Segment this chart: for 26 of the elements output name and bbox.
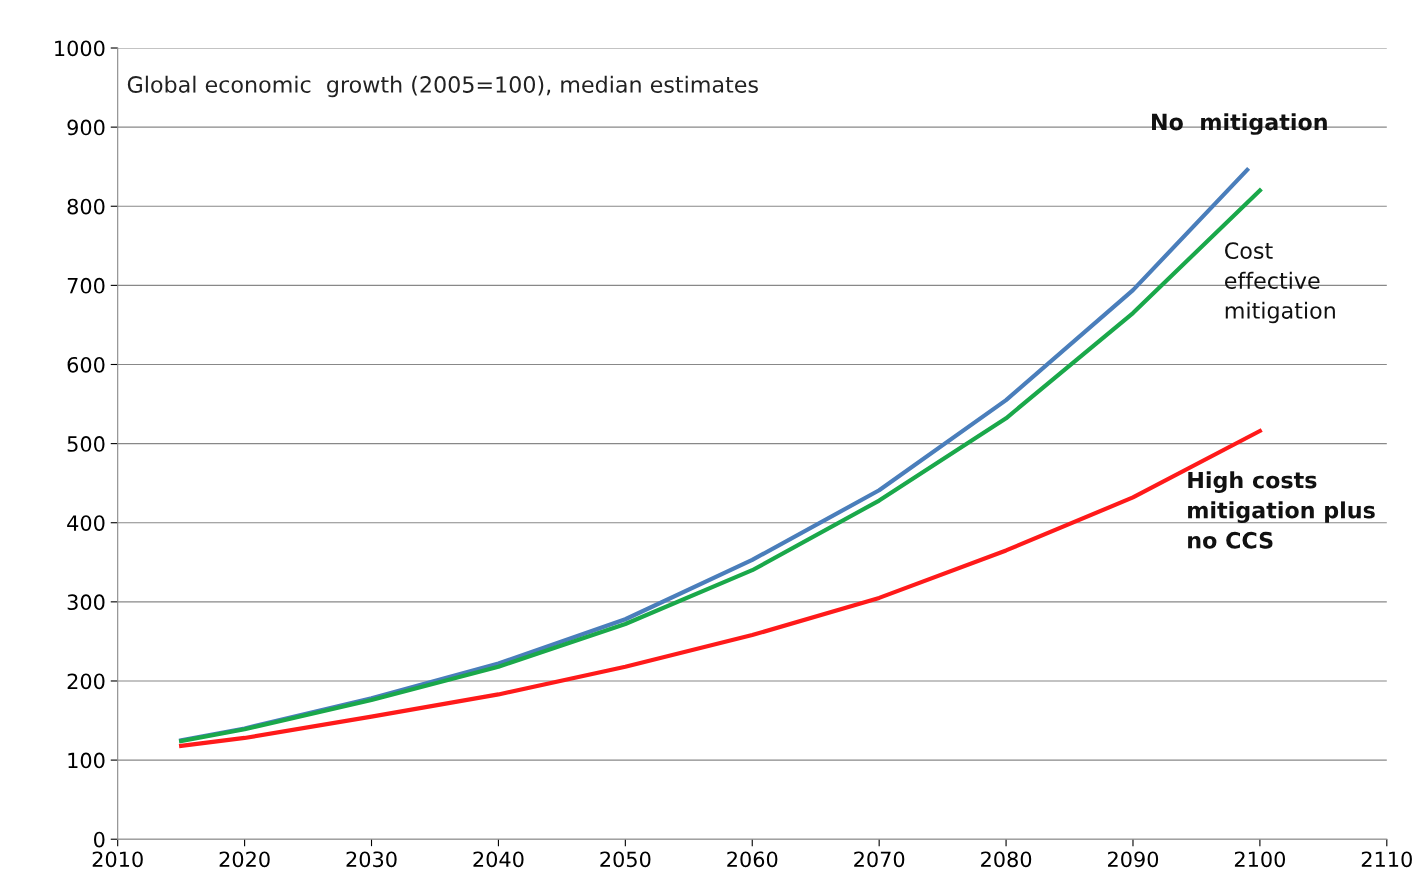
x-tick-label: 2020 [219,851,270,868]
series-label: Cost effective mitigation [1225,242,1335,324]
y-tick-label: 100 [68,752,105,769]
annotation: Global economic growth (2005=100), median estimates [127,75,758,98]
x-tick-label: 2030 [346,851,397,868]
y-tick-label: 0 [94,831,105,848]
x-tick-label: 2110 [1361,851,1412,868]
text: No mitigation [1152,113,1327,135]
y-tick-label: 300 [67,594,105,611]
x-tick-label: 2100 [1234,851,1286,868]
y-tick-label: 600 [67,356,105,373]
y-tick-label: 800 [67,198,105,215]
x-tick-label: 2010 [92,851,143,868]
y-tick-label: 400 [67,515,105,531]
y-tick-label: 500 [67,436,105,452]
y-tick-label: 200 [67,673,105,690]
y-tick-label: 1000 [55,40,105,57]
x-tick-label: 2090 [1108,851,1159,868]
x-tick-label: 2070 [854,851,905,868]
y-tick-label: 700 [67,277,105,294]
x-tick-label: 2040 [473,851,524,868]
x-tick-label: 2080 [981,851,1032,868]
x-tick-label: 2060 [727,851,778,868]
y-tick-label: 900 [67,119,105,136]
series-label: High costs mitigation plus no CCS [1188,471,1375,549]
x-tick-label: 2050 [600,851,651,868]
